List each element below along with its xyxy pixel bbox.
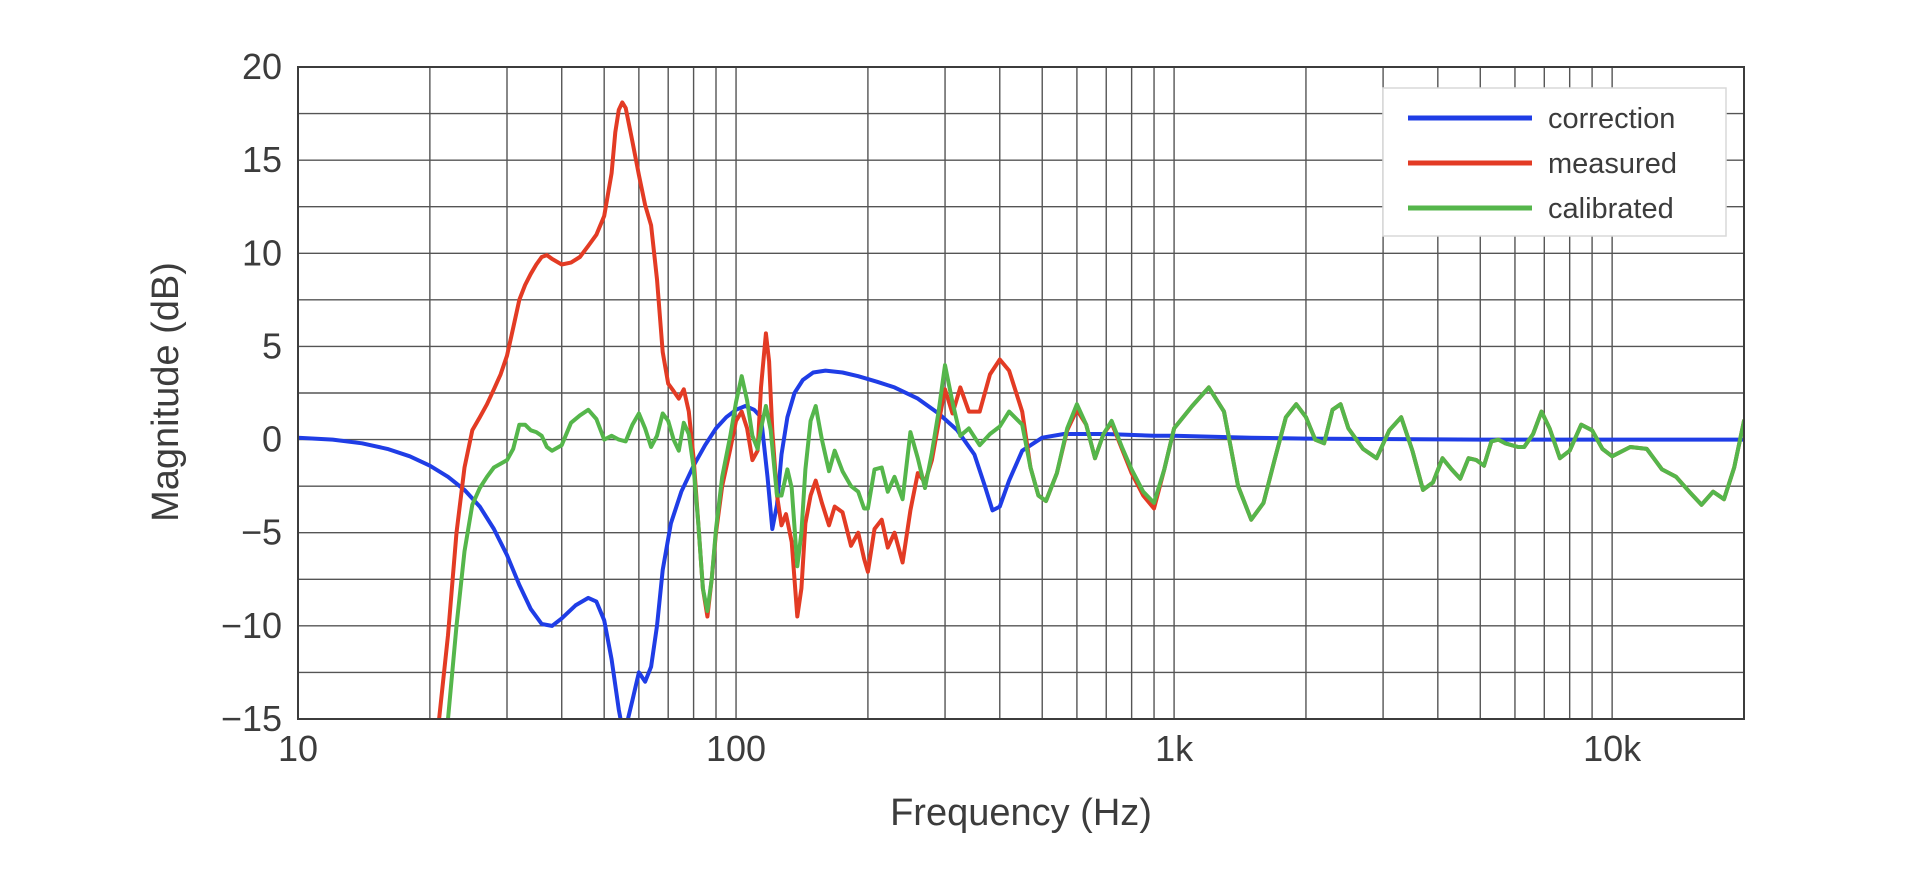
plot-frame — [297, 66, 1745, 720]
x-tick-label: 10k — [1583, 728, 1642, 769]
series-line-calibrated — [446, 363, 1744, 719]
x-tick-label: 100 — [706, 728, 766, 769]
y-tick-label: 0 — [262, 419, 282, 460]
legend-label-calibrated: calibrated — [1548, 193, 1674, 225]
y-axis-label: Magnitude (dB) — [145, 262, 187, 522]
legend: correction measured calibrated — [1382, 87, 1727, 237]
series-line-correction — [298, 368, 1744, 719]
y-tick-label: −15 — [221, 698, 282, 739]
x-tick-label: 10 — [278, 728, 318, 769]
y-tick-label: 10 — [242, 232, 282, 273]
series-lines — [298, 100, 1744, 719]
x-axis-label: Frequency (Hz) — [890, 792, 1152, 834]
y-tick-label: 20 — [242, 46, 282, 87]
y-tick-label: −10 — [221, 605, 282, 646]
legend-label-measured: measured — [1548, 148, 1677, 180]
y-tick-label: 15 — [242, 139, 282, 180]
legend-label-correction: correction — [1548, 103, 1675, 135]
y-tick-label: 5 — [262, 325, 282, 366]
x-tick-label: 1k — [1155, 728, 1194, 769]
y-tick-label: −5 — [241, 512, 282, 553]
